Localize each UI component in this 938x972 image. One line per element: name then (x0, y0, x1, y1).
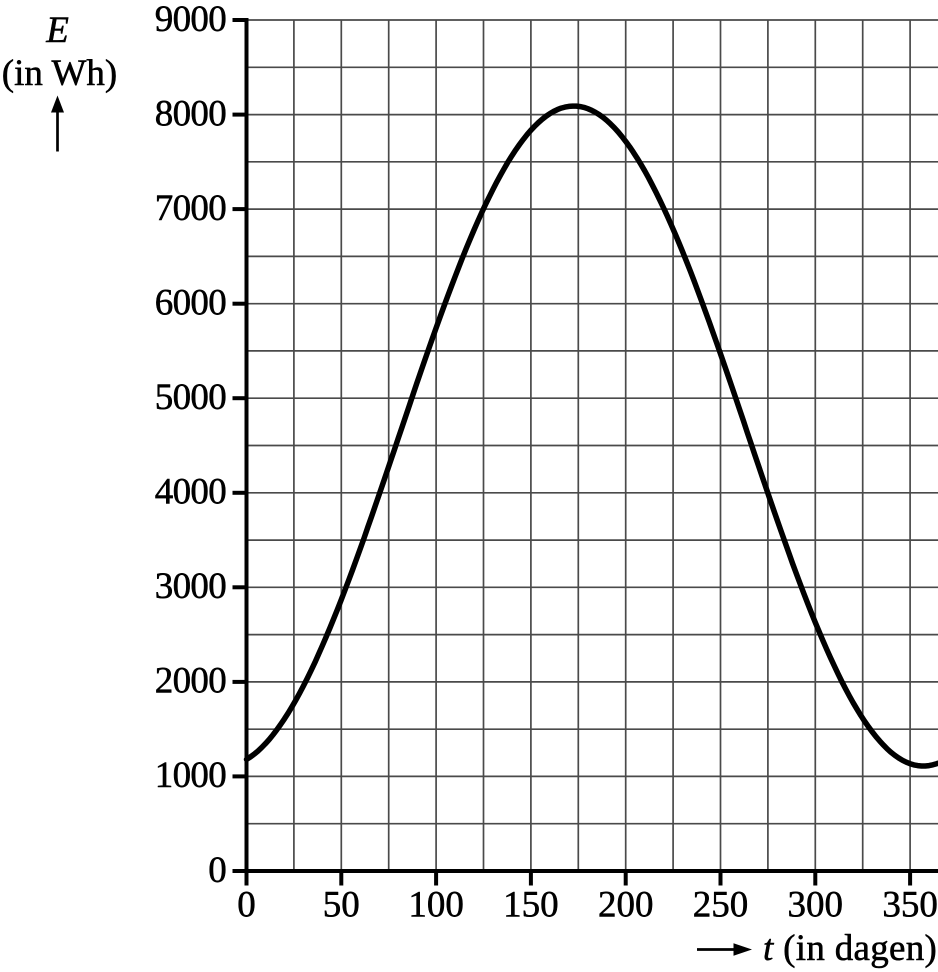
svg-text:7000: 7000 (155, 188, 226, 229)
svg-text:100: 100 (408, 885, 464, 926)
svg-text:350: 350 (882, 885, 938, 926)
svg-text:8000: 8000 (155, 93, 226, 134)
svg-text:t (in dagen): t (in dagen) (763, 928, 937, 969)
svg-text:0: 0 (237, 885, 256, 926)
svg-text:150: 150 (503, 885, 559, 926)
svg-text:4000: 4000 (155, 472, 226, 513)
svg-text:3000: 3000 (155, 566, 226, 607)
svg-text:E: E (45, 10, 69, 51)
svg-text:0: 0 (208, 850, 226, 891)
svg-text:5000: 5000 (155, 377, 226, 418)
svg-text:300: 300 (788, 885, 844, 926)
svg-text:(in Wh): (in Wh) (2, 53, 117, 94)
svg-text:9000: 9000 (155, 0, 226, 40)
svg-text:200: 200 (598, 885, 654, 926)
svg-text:250: 250 (693, 885, 749, 926)
svg-text:6000: 6000 (155, 283, 226, 324)
svg-text:50: 50 (323, 885, 360, 926)
svg-text:2000: 2000 (155, 661, 226, 702)
svg-text:1000: 1000 (155, 755, 226, 796)
